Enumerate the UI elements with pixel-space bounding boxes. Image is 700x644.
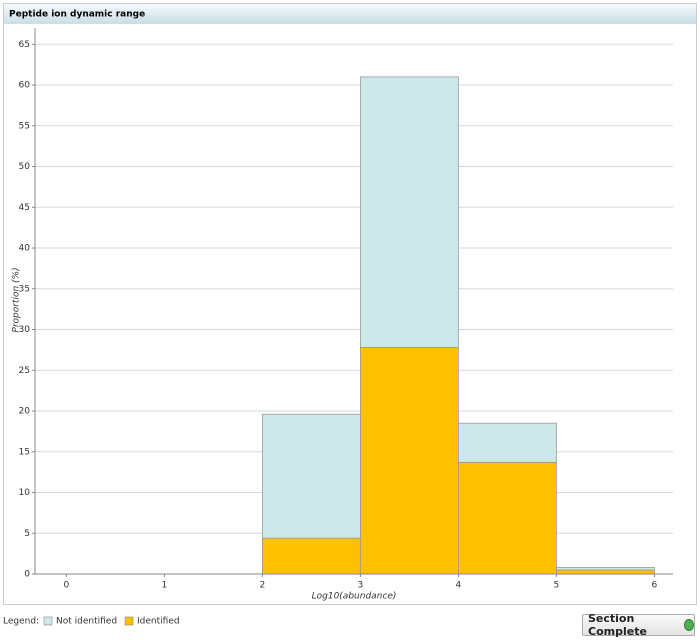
legend-title: Legend: [3,617,39,627]
y-tick-label: 20 [19,407,31,417]
x-tick-label: 3 [358,581,364,591]
x-tick-label: 5 [554,581,560,591]
x-tick-label: 4 [456,581,462,591]
bar [457,461,557,575]
bar [359,76,459,348]
y-tick-label: 0 [24,570,30,580]
y-axis-label: Proportion (%) [12,267,22,332]
x-tick-label: 1 [161,581,167,591]
bar [555,569,655,575]
section-complete-button[interactable]: Section Complete [582,612,695,638]
y-tick-label: 65 [19,40,30,50]
panel-header [4,4,696,24]
legend-swatch [124,616,134,626]
x-tick-label: 6 [652,581,658,591]
y-tick-label: 25 [19,366,30,376]
y-tick-label: 10 [19,488,31,498]
x-tick-label: 0 [63,581,69,591]
legend-label: Not identified [56,617,117,627]
y-tick-label: 15 [19,447,30,457]
bar [261,413,361,539]
legend-label: Identified [137,617,180,627]
legend-swatch [43,616,53,626]
y-tick-label: 45 [19,203,30,213]
y-tick-label: 55 [19,121,30,131]
x-tick-label: 2 [259,581,265,591]
y-tick-label: 35 [19,284,30,294]
bar [359,347,459,575]
bar [555,567,655,571]
y-tick-label: 30 [19,325,31,335]
y-tick-label: 5 [24,529,30,539]
chart-title: Peptide ion dynamic range [9,10,145,20]
y-tick-label: 60 [19,81,31,91]
bar [261,537,361,575]
bar [457,422,557,463]
y-tick-label: 40 [19,244,31,254]
button-label: Section Complete [588,612,647,638]
button-icon [683,619,694,631]
x-axis-label: Log10(abundance) [312,592,397,602]
y-tick-label: 50 [19,162,31,172]
